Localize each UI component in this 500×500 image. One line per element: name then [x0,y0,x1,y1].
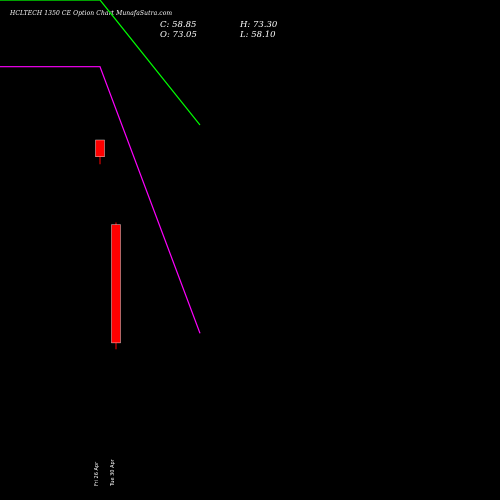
candle-body-1 [95,139,105,157]
low-label: L: 58.10 [240,30,276,40]
chart-title: HCLTECH 1350 CE Option Chart MunafaSutra… [10,10,173,17]
close-label: C: 58.85 [160,20,197,30]
overlay-line-1 [0,0,201,126]
overlay-line-2 [0,66,201,334]
x-tick-label-1: Fri 26 Apr [94,461,100,486]
x-tick-label-2: Tue 30 Apr [110,458,116,487]
open-label: O: 73.05 [160,30,197,40]
candle-body-2 [111,224,121,344]
high-label: H: 73.30 [240,20,278,30]
